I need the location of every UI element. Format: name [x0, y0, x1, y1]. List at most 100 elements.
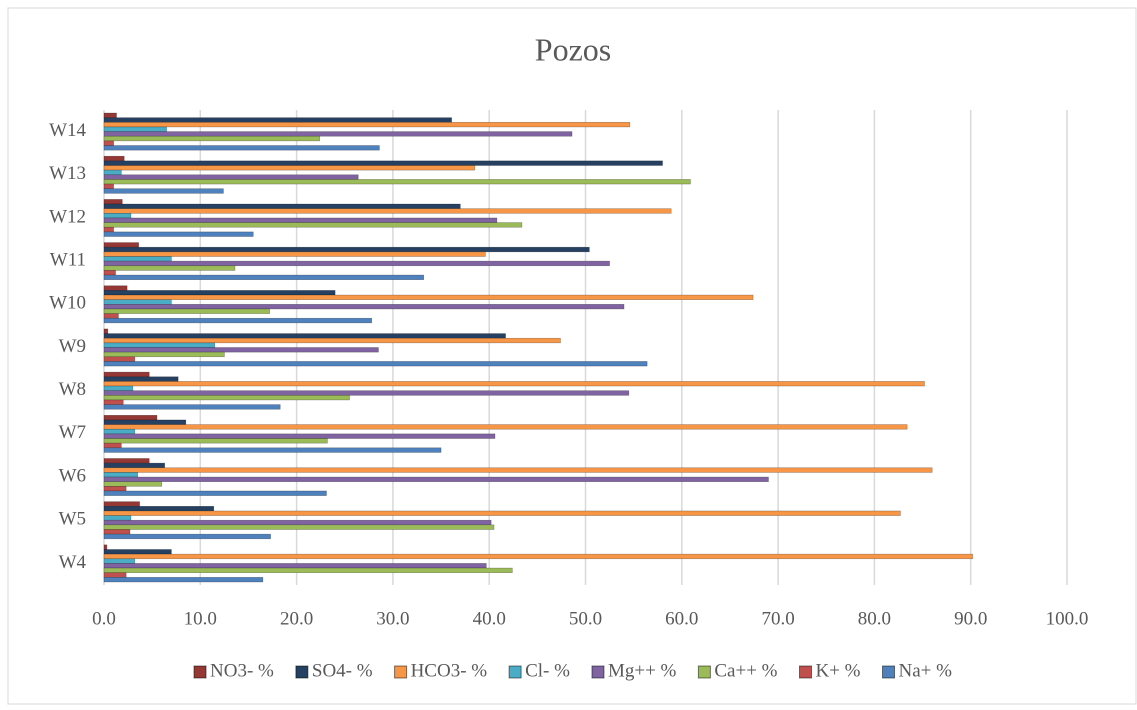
bar — [103, 563, 487, 569]
x-tick-label: 80.0 — [858, 608, 891, 629]
bar — [103, 145, 380, 151]
bar — [103, 567, 513, 573]
legend-swatch — [193, 665, 207, 679]
bar — [103, 356, 136, 362]
legend-label: HCO3- % — [411, 660, 488, 681]
y-tick-label: W6 — [59, 465, 86, 486]
y-tick-label: W8 — [59, 379, 86, 400]
legend-label: Ca++ % — [714, 660, 777, 681]
bar — [103, 135, 321, 142]
y-tick-label: W13 — [49, 163, 86, 184]
bar — [103, 199, 123, 205]
legend-swatch — [394, 665, 408, 679]
x-tick-label: 40.0 — [473, 608, 506, 629]
x-tick-label: 60.0 — [665, 608, 698, 629]
bar — [103, 299, 172, 305]
bar — [103, 285, 128, 291]
bar — [103, 506, 215, 512]
bar — [103, 117, 452, 123]
bar — [103, 458, 150, 464]
bar — [103, 265, 236, 271]
bar — [103, 226, 114, 233]
bar — [103, 290, 336, 296]
bar — [103, 549, 172, 555]
y-tick-label: W9 — [59, 336, 86, 357]
bar — [103, 342, 216, 348]
bar — [103, 274, 425, 281]
bar — [103, 222, 523, 228]
bar — [103, 472, 139, 478]
bar — [103, 361, 648, 367]
bar — [103, 122, 631, 128]
bar — [103, 328, 109, 334]
bar — [103, 476, 769, 482]
bar — [103, 414, 158, 421]
bar — [103, 179, 691, 185]
bar — [103, 490, 327, 496]
legend-swatch — [295, 665, 309, 679]
bar — [103, 395, 350, 401]
bar — [103, 304, 625, 310]
bar — [103, 308, 270, 314]
bar — [103, 442, 122, 449]
bar — [103, 317, 373, 324]
bar — [103, 140, 114, 146]
x-tick-label: 50.0 — [569, 608, 602, 629]
bar — [103, 126, 167, 132]
bar — [103, 208, 672, 214]
bar — [103, 169, 122, 176]
bar — [103, 510, 901, 516]
bar — [103, 183, 114, 189]
bar — [103, 231, 254, 237]
bar — [103, 390, 630, 396]
bar — [103, 428, 136, 435]
bar — [103, 577, 264, 583]
bar — [103, 251, 486, 257]
bar — [103, 515, 132, 521]
bar — [103, 294, 754, 300]
y-tick-label: W14 — [49, 120, 86, 141]
y-tick-label: W7 — [59, 422, 86, 443]
chart-title: Pozos — [535, 31, 611, 67]
x-tick-label: 100.0 — [1046, 608, 1089, 629]
bar — [103, 529, 131, 535]
bar — [103, 385, 134, 391]
bar — [103, 447, 442, 453]
bar — [103, 462, 165, 469]
bar — [103, 371, 150, 378]
bar — [103, 424, 908, 430]
bar — [103, 404, 281, 410]
bar — [103, 174, 359, 180]
y-tick-label: W5 — [59, 509, 86, 530]
bar — [103, 519, 492, 526]
bar — [103, 313, 119, 319]
x-tick-label: 30.0 — [376, 608, 409, 629]
legend-swatch — [591, 665, 605, 679]
bar — [103, 155, 125, 162]
legend-swatch — [697, 665, 711, 679]
bar — [103, 544, 108, 550]
bar — [103, 524, 495, 530]
bar — [103, 165, 476, 171]
bar — [103, 533, 271, 540]
bar — [103, 242, 139, 248]
legend-label: NO3- % — [210, 660, 274, 681]
x-tick-label: 0.0 — [92, 608, 116, 629]
y-tick-label: W12 — [49, 206, 86, 227]
bar — [103, 381, 925, 387]
bar — [103, 131, 573, 137]
bar — [103, 351, 225, 358]
bar — [103, 112, 117, 118]
bar — [103, 558, 136, 564]
legend-label: K+ % — [816, 660, 861, 681]
legend-label: Cl- % — [525, 660, 570, 681]
y-tick-label: W10 — [49, 293, 86, 314]
bar — [103, 433, 496, 439]
legend-swatch — [508, 665, 522, 679]
bar — [103, 419, 187, 425]
bar — [103, 213, 132, 219]
bar — [103, 553, 973, 560]
legend-swatch — [882, 665, 896, 679]
bar — [103, 347, 379, 353]
